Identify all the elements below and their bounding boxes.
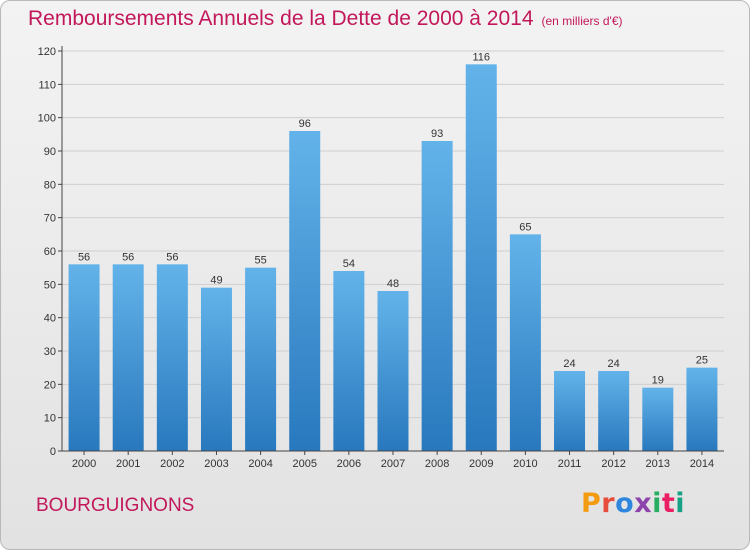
y-tick-label: 30 xyxy=(44,346,56,358)
y-tick-label: 80 xyxy=(44,179,56,191)
chart-title-text: Remboursements Annuels de la Dette de 20… xyxy=(28,7,534,30)
data-label: 56 xyxy=(78,251,90,263)
bar-2003 xyxy=(200,287,232,451)
y-tick-label: 40 xyxy=(44,313,56,325)
x-tick-label: 2000 xyxy=(72,458,96,470)
data-label: 24 xyxy=(608,358,620,370)
proxiti-logo: Proxiti xyxy=(581,488,685,519)
data-label: 24 xyxy=(563,358,575,370)
x-tick-label: 2002 xyxy=(160,458,184,470)
bar-2010 xyxy=(509,234,541,451)
chart-title: Remboursements Annuels de la Dette de 20… xyxy=(28,7,623,31)
bar-2011 xyxy=(554,371,586,451)
bar-2009 xyxy=(465,64,497,452)
bar-2006 xyxy=(333,271,365,451)
data-label: 54 xyxy=(343,258,355,270)
data-label: 65 xyxy=(519,221,531,233)
labels: 0 10 20 30 40 50 60 70 80 90 100 110 120 56 2000 56 2001… xyxy=(38,46,715,470)
logo-letter: P xyxy=(581,488,602,519)
bar-2014 xyxy=(686,367,718,451)
bar-2013 xyxy=(642,387,674,451)
y-tick-label: 110 xyxy=(38,79,56,91)
bar-2012 xyxy=(598,371,630,451)
logo-letter: r xyxy=(601,488,616,519)
logo-letter: o xyxy=(615,488,635,519)
bar-2000 xyxy=(68,264,100,451)
bar-2001 xyxy=(112,264,144,451)
bar-2008 xyxy=(421,141,453,451)
commune-name: BOURGUIGNONS xyxy=(36,495,195,516)
logo-letter: i xyxy=(675,488,686,519)
x-tick-label: 2006 xyxy=(337,458,361,470)
x-tick-label: 2001 xyxy=(116,458,140,470)
data-label: 19 xyxy=(652,375,664,387)
data-label: 49 xyxy=(210,275,222,287)
y-tick-label: 10 xyxy=(44,413,56,425)
chart-subtitle: (en milliers d'€) xyxy=(541,14,623,28)
logo-letter: t xyxy=(661,488,676,519)
y-tick-label: 120 xyxy=(38,46,56,58)
y-tick-label: 100 xyxy=(38,113,56,125)
bar-2004 xyxy=(245,267,277,451)
data-label: 56 xyxy=(122,251,134,263)
y-tick-label: 50 xyxy=(44,279,56,291)
y-tick-label: 0 xyxy=(50,446,56,458)
x-tick-label: 2005 xyxy=(292,458,316,470)
data-label: 48 xyxy=(387,278,399,290)
y-tick-label: 20 xyxy=(44,379,56,391)
x-tick-label: 2008 xyxy=(425,458,449,470)
x-tick-label: 2014 xyxy=(690,458,714,470)
bars xyxy=(68,64,718,452)
x-tick-label: 2009 xyxy=(469,458,493,470)
x-tick-label: 2013 xyxy=(646,458,670,470)
x-tick-label: 2004 xyxy=(248,458,272,470)
y-tick-label: 70 xyxy=(44,213,56,225)
y-tick-label: 90 xyxy=(44,146,56,158)
bar-2002 xyxy=(156,264,188,451)
bar-2007 xyxy=(377,291,409,451)
x-tick-label: 2011 xyxy=(558,458,582,470)
bar-2005 xyxy=(289,131,321,451)
x-tick-label: 2003 xyxy=(204,458,228,470)
x-tick-label: 2012 xyxy=(601,458,625,470)
data-label: 116 xyxy=(472,51,490,63)
y-tick-label: 60 xyxy=(44,246,56,258)
data-label: 56 xyxy=(166,251,178,263)
axes xyxy=(58,46,724,455)
x-tick-label: 2007 xyxy=(381,458,405,470)
logo-letter: i xyxy=(652,488,662,519)
logo-letter: x xyxy=(634,488,653,519)
data-label: 25 xyxy=(696,355,708,367)
data-label: 96 xyxy=(299,118,311,130)
data-label: 55 xyxy=(254,255,266,267)
x-tick-label: 2010 xyxy=(513,458,537,470)
data-label: 93 xyxy=(431,128,443,140)
